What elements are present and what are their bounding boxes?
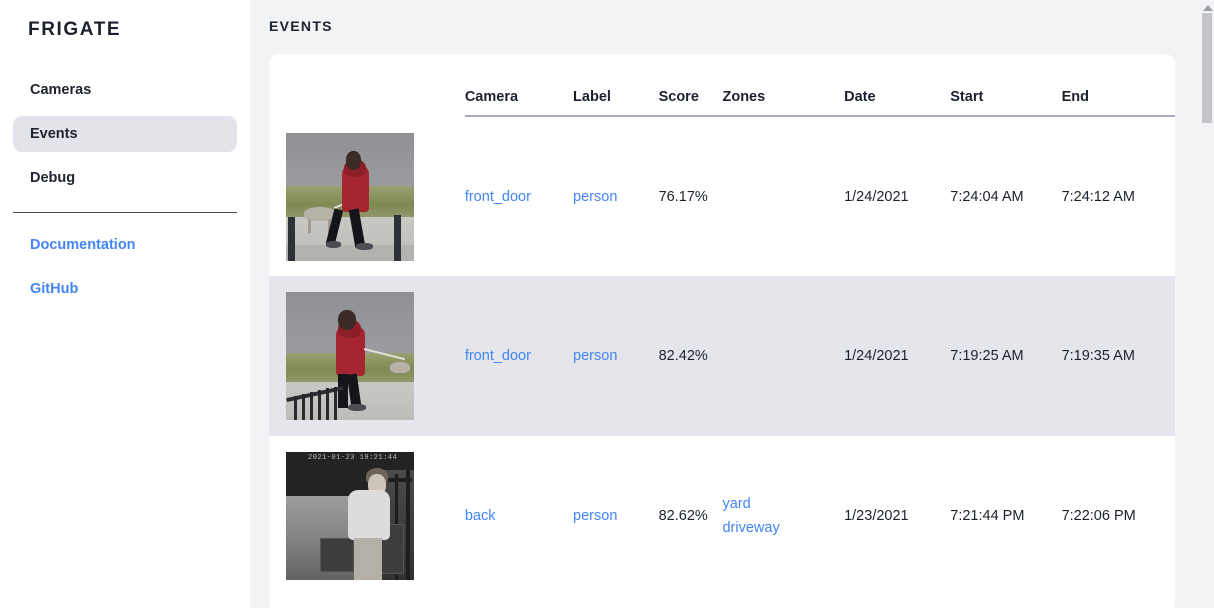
event-thumbnail-cell[interactable] — [269, 116, 465, 276]
sidebar-external-links: Documentation GitHub — [0, 227, 250, 307]
event-end-cell: 7:22:06 PM — [1061, 508, 1136, 524]
column-header-date[interactable]: Date — [844, 54, 951, 117]
event-zones-cell: yard driveway — [722, 436, 844, 596]
sidebar-item-debug[interactable]: Debug — [30, 170, 76, 186]
page-scrollbar[interactable] — [1200, 0, 1214, 608]
events-table-head: Camera Label Score Zones Date Start End — [269, 54, 1175, 117]
event-start-cell: 7:21:44 PM — [950, 508, 1025, 524]
event-camera-link[interactable]: front_door — [464, 188, 531, 205]
event-start-cell: 7:19:25 AM — [950, 276, 1062, 436]
page-title: EVENTS — [269, 18, 333, 34]
event-label-link[interactable]: person — [573, 508, 618, 524]
event-zones-cell — [722, 116, 844, 276]
event-zones-cell — [722, 276, 845, 436]
event-score-cell: 76.17% — [658, 188, 708, 205]
event-zone-link[interactable]: yard — [722, 496, 751, 512]
scrollbar-thumb[interactable] — [1202, 13, 1212, 123]
event-thumbnail-image[interactable] — [286, 292, 414, 420]
event-label-link[interactable]: person — [573, 348, 618, 364]
column-header-camera[interactable]: Camera — [464, 54, 574, 117]
column-header-start[interactable]: Start — [950, 54, 1062, 117]
sidebar-divider — [13, 212, 237, 213]
event-label-cell: person — [573, 116, 659, 276]
sidebar-item-events[interactable]: Events — [13, 116, 237, 152]
event-date-cell: 1/24/2021 — [844, 276, 951, 436]
events-card: Camera Label Score Zones Date Start End — [269, 54, 1175, 608]
table-row[interactable]: front_door person 82.42% 1/24/2021 7:19:… — [269, 276, 1175, 436]
column-header-zones[interactable]: Zones — [722, 54, 845, 117]
event-thumbnail-cell[interactable] — [269, 276, 465, 436]
column-header-thumbnail — [269, 54, 465, 116]
column-header-label[interactable]: Label — [573, 54, 659, 117]
event-score-cell: 82.42% — [658, 276, 723, 436]
sidebar-link-documentation[interactable]: Documentation — [30, 237, 136, 253]
event-camera-cell: front_door — [465, 116, 573, 276]
table-row[interactable]: front_door person 76.17% 1/24/2021 7:24:… — [269, 116, 1175, 276]
column-header-score[interactable]: Score — [658, 54, 723, 117]
event-label-link[interactable]: person — [573, 188, 618, 205]
sidebar-item-cameras[interactable]: Cameras — [30, 82, 92, 98]
event-label-cell: person — [573, 436, 659, 596]
event-thumbnail-cell[interactable]: 2021-01-23 19:21:44 — [269, 436, 465, 596]
sidebar-link-github[interactable]: GitHub — [30, 281, 79, 297]
event-date-cell: 1/24/2021 — [844, 188, 909, 205]
brand-title: FRIGATE — [28, 19, 122, 40]
events-table-body: front_door person 76.17% 1/24/2021 7:24:… — [269, 116, 1175, 596]
event-camera-cell: back — [465, 436, 573, 596]
event-end-cell: 7:19:35 AM — [1061, 276, 1175, 436]
table-header-row: Camera Label Score Zones Date Start End — [269, 54, 1175, 117]
sidebar-nav: Cameras Events Debug — [0, 72, 250, 196]
thumbnail-timestamp-overlay: 2021-01-23 19:21:44 — [308, 454, 398, 462]
column-header-end[interactable]: End — [1061, 54, 1175, 117]
event-label-cell: person — [573, 276, 659, 436]
event-date-cell: 1/23/2021 — [844, 508, 909, 524]
scroll-up-arrow-icon[interactable] — [1202, 2, 1213, 12]
event-thumbnail-image[interactable] — [286, 132, 414, 261]
event-zone-list: yard driveway — [722, 492, 844, 540]
table-row[interactable]: 2021-01-23 19:21:44 back person 82.62% y… — [269, 436, 1175, 596]
event-zone-link[interactable]: driveway — [722, 520, 780, 536]
event-start-cell: 7:24:04 AM — [950, 188, 1024, 205]
event-camera-link[interactable]: front_door — [464, 348, 531, 364]
event-thumbnail-image[interactable]: 2021-01-23 19:21:44 — [286, 452, 414, 580]
event-camera-link[interactable]: back — [464, 508, 496, 524]
event-camera-cell: front_door — [464, 276, 574, 436]
event-score-cell: 82.62% — [658, 508, 708, 524]
sidebar: FRIGATE Cameras Events Debug Documentati… — [0, 0, 250, 608]
event-end-cell: 7:24:12 AM — [1061, 188, 1135, 205]
events-table: Camera Label Score Zones Date Start End — [269, 54, 1175, 596]
main-content: EVENTS Camera Label Score Zones Date Sta… — [250, 0, 1214, 608]
